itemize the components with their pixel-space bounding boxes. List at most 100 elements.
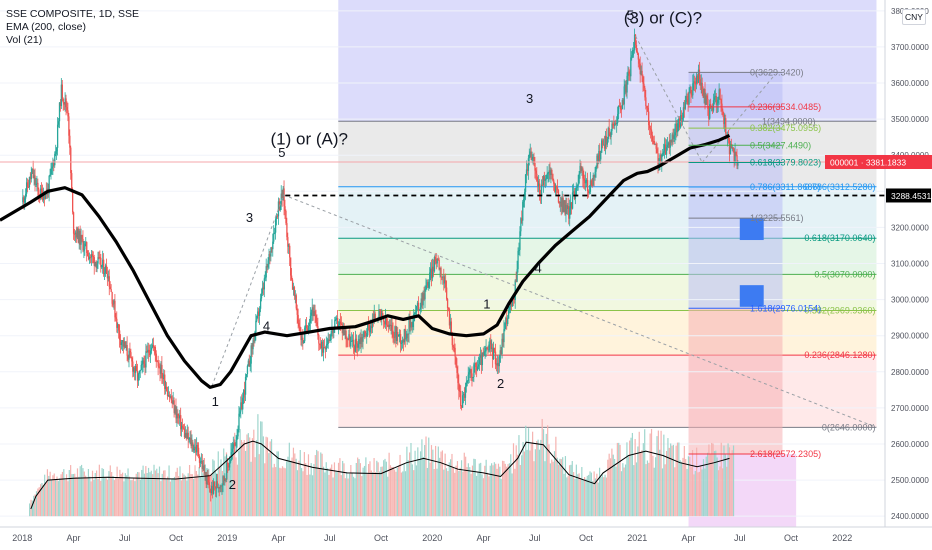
- volume-bar: [560, 459, 562, 517]
- volume-bar: [700, 465, 702, 517]
- volume-bar: [90, 481, 92, 517]
- candle-body: [444, 280, 446, 284]
- candle-body: [204, 471, 206, 474]
- candle-body: [214, 486, 217, 489]
- volume-bar: [305, 463, 307, 517]
- candle-body: [290, 275, 293, 280]
- candle-body: [729, 143, 732, 155]
- volume-bar: [573, 472, 575, 517]
- candle-body: [289, 245, 291, 258]
- candle-body: [104, 265, 107, 274]
- volume-bar: [592, 481, 594, 517]
- volume-indicator-label[interactable]: Vol (21): [6, 34, 43, 46]
- time-tick-label: 2022: [832, 533, 852, 543]
- candle-body: [134, 367, 136, 373]
- volume-bar: [665, 450, 668, 517]
- candle-body: [685, 96, 687, 103]
- volume-bar: [161, 473, 163, 517]
- volume-bar: [696, 447, 698, 517]
- candle-body: [717, 99, 719, 104]
- candle-body: [66, 107, 68, 111]
- candle-body: [555, 185, 558, 188]
- volume-bar: [574, 478, 576, 517]
- volume-bar: [586, 475, 588, 517]
- candle-body: [519, 231, 521, 250]
- candle-body: [427, 282, 429, 288]
- candle-body: [612, 123, 614, 125]
- candle-body: [315, 315, 317, 323]
- candle-body: [463, 393, 466, 398]
- candle-body: [523, 191, 526, 200]
- volume-bar: [627, 456, 629, 517]
- volume-bar: [466, 467, 468, 517]
- level-tag-text[interactable]: 3288.4531: [891, 191, 931, 201]
- volume-bar: [91, 470, 94, 517]
- volume-bar: [463, 452, 465, 517]
- candle-body: [170, 396, 172, 401]
- volume-bar: [377, 462, 379, 517]
- candle-body: [243, 389, 245, 398]
- volume-bar: [186, 480, 188, 517]
- candle-body: [120, 342, 123, 346]
- volume-bar: [150, 470, 152, 517]
- candle-body: [178, 415, 180, 419]
- candle-body: [460, 391, 462, 406]
- candle-body: [166, 391, 169, 397]
- candle-body: [115, 317, 117, 319]
- candle-body: [303, 341, 305, 343]
- candle-body: [89, 257, 92, 259]
- wave-label: 2: [229, 477, 236, 492]
- time-tick-label: Oct: [169, 533, 184, 543]
- volume-bar: [358, 459, 360, 517]
- candle-body: [601, 140, 604, 145]
- volume-bar: [281, 466, 284, 517]
- volume-bar: [634, 439, 636, 517]
- candle-body: [522, 201, 524, 221]
- volume-bar: [127, 468, 129, 517]
- volume-bar: [253, 429, 255, 517]
- candle-body: [334, 319, 336, 328]
- symbol-title[interactable]: SSE COMPOSITE, 1D, SSE: [6, 8, 140, 20]
- candle-body: [710, 104, 712, 107]
- candle-body: [298, 322, 300, 327]
- candle-body: [92, 255, 94, 258]
- candle-body: [666, 145, 669, 148]
- volume-bar: [344, 478, 346, 517]
- candle-body: [321, 341, 323, 349]
- price-tick-label: 2500.0000: [891, 476, 929, 485]
- candle-body: [228, 462, 231, 468]
- volume-bar: [165, 478, 167, 517]
- price-tag-text[interactable]: 000001 · 3381.1833: [830, 158, 906, 168]
- volume-bar: [348, 473, 351, 517]
- volume-bar: [206, 477, 208, 517]
- candle-body: [319, 343, 321, 346]
- candle-body: [151, 344, 154, 348]
- fib-label: 0.236(2846.1280): [804, 350, 875, 360]
- ema-indicator-label[interactable]: EMA (200, close): [6, 21, 86, 33]
- candle-body: [255, 320, 257, 332]
- candle-body: [212, 485, 214, 494]
- volume-bar: [413, 470, 415, 517]
- wave-label: 1: [483, 297, 490, 312]
- candle-body: [324, 348, 327, 350]
- volume-bar: [582, 480, 584, 517]
- currency-button[interactable]: CNY: [902, 9, 926, 25]
- candle-body: [95, 261, 97, 268]
- candle-body: [545, 178, 547, 180]
- candle-body: [606, 139, 608, 145]
- candle-body: [25, 193, 27, 199]
- volume-bar: [724, 454, 726, 517]
- candle-body: [201, 460, 203, 470]
- volume-bar: [635, 462, 638, 517]
- volume-bar: [370, 470, 372, 517]
- candle-body: [722, 110, 724, 115]
- candle-body: [196, 444, 199, 448]
- candle-body: [128, 350, 130, 360]
- candle-body: [704, 88, 706, 105]
- candle-body: [509, 302, 512, 307]
- volume-bar: [451, 453, 453, 517]
- candle-body: [735, 151, 737, 155]
- price-tick-label: 3700.0000: [891, 43, 929, 52]
